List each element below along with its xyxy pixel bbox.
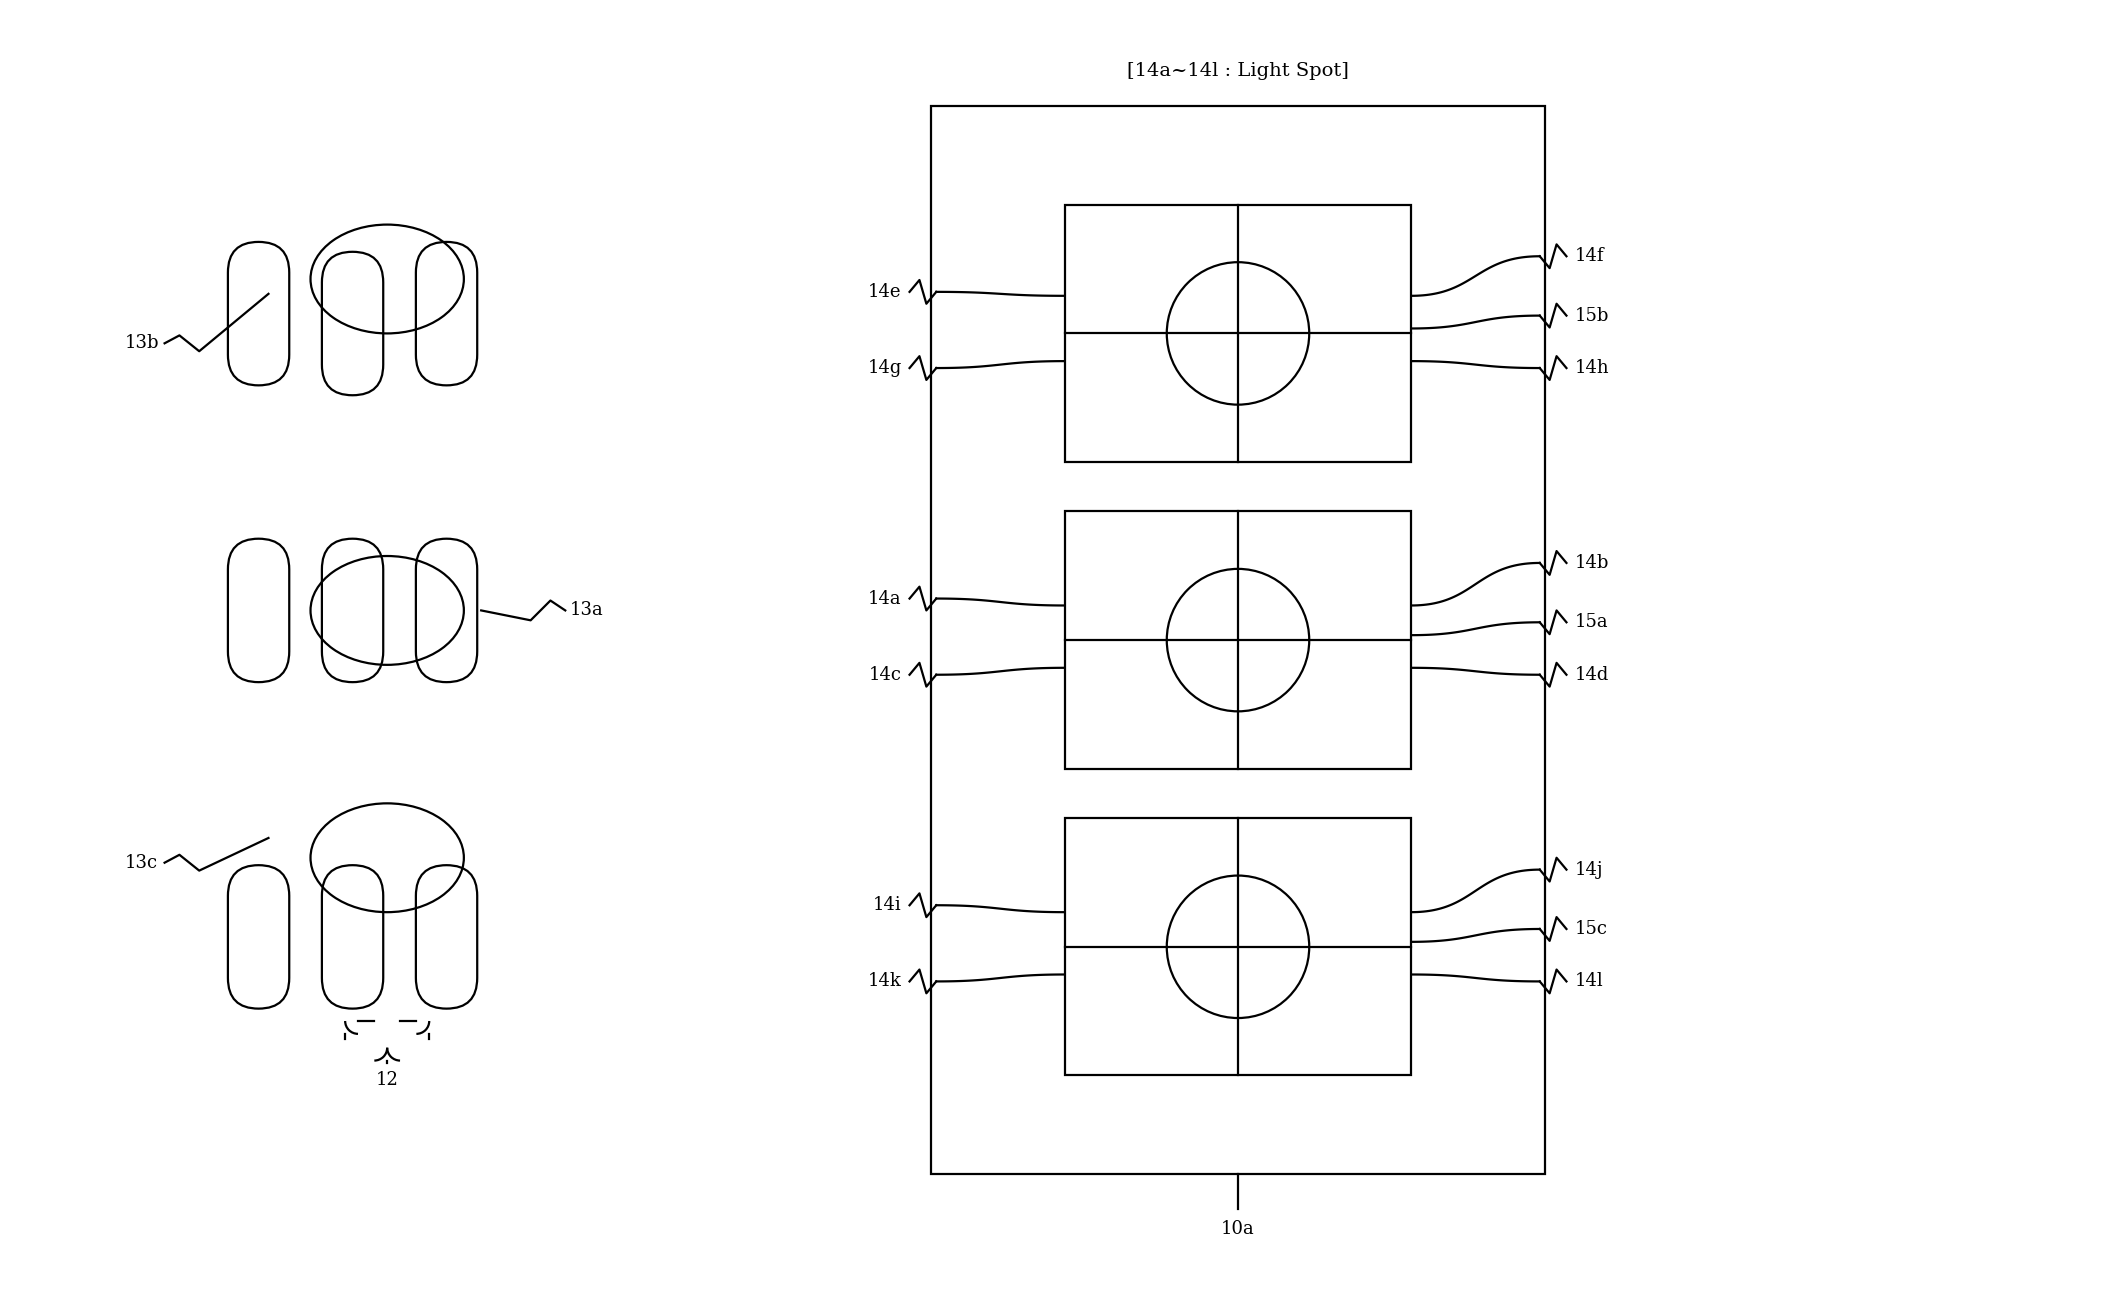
Text: 10a: 10a	[1221, 1219, 1255, 1238]
Text: 13a: 13a	[571, 602, 604, 619]
Text: 14h: 14h	[1575, 359, 1609, 377]
Text: 15b: 15b	[1575, 307, 1609, 325]
Bar	[931, 105, 1544, 1174]
Text: 14g: 14g	[868, 359, 901, 377]
Text: 14j: 14j	[1575, 861, 1603, 879]
Text: 13c: 13c	[124, 854, 158, 872]
Text: 14e: 14e	[868, 283, 901, 300]
Text: 14c: 14c	[868, 666, 901, 684]
Text: 12: 12	[375, 1071, 398, 1089]
Bar	[1066, 511, 1411, 768]
Text: [14a~14l : Light Spot]: [14a~14l : Light Spot]	[1127, 62, 1350, 81]
Text: 14l: 14l	[1575, 972, 1603, 991]
Text: 13b: 13b	[124, 334, 160, 352]
Text: 14f: 14f	[1575, 247, 1605, 265]
Text: 14i: 14i	[872, 896, 901, 914]
Text: 14d: 14d	[1575, 666, 1609, 684]
Bar	[1066, 205, 1411, 462]
Text: 14b: 14b	[1575, 554, 1609, 572]
Text: 14k: 14k	[868, 972, 901, 991]
Bar	[1066, 818, 1411, 1075]
Text: 14a: 14a	[868, 590, 901, 607]
Text: 15c: 15c	[1575, 920, 1607, 939]
Text: 15a: 15a	[1575, 614, 1609, 632]
